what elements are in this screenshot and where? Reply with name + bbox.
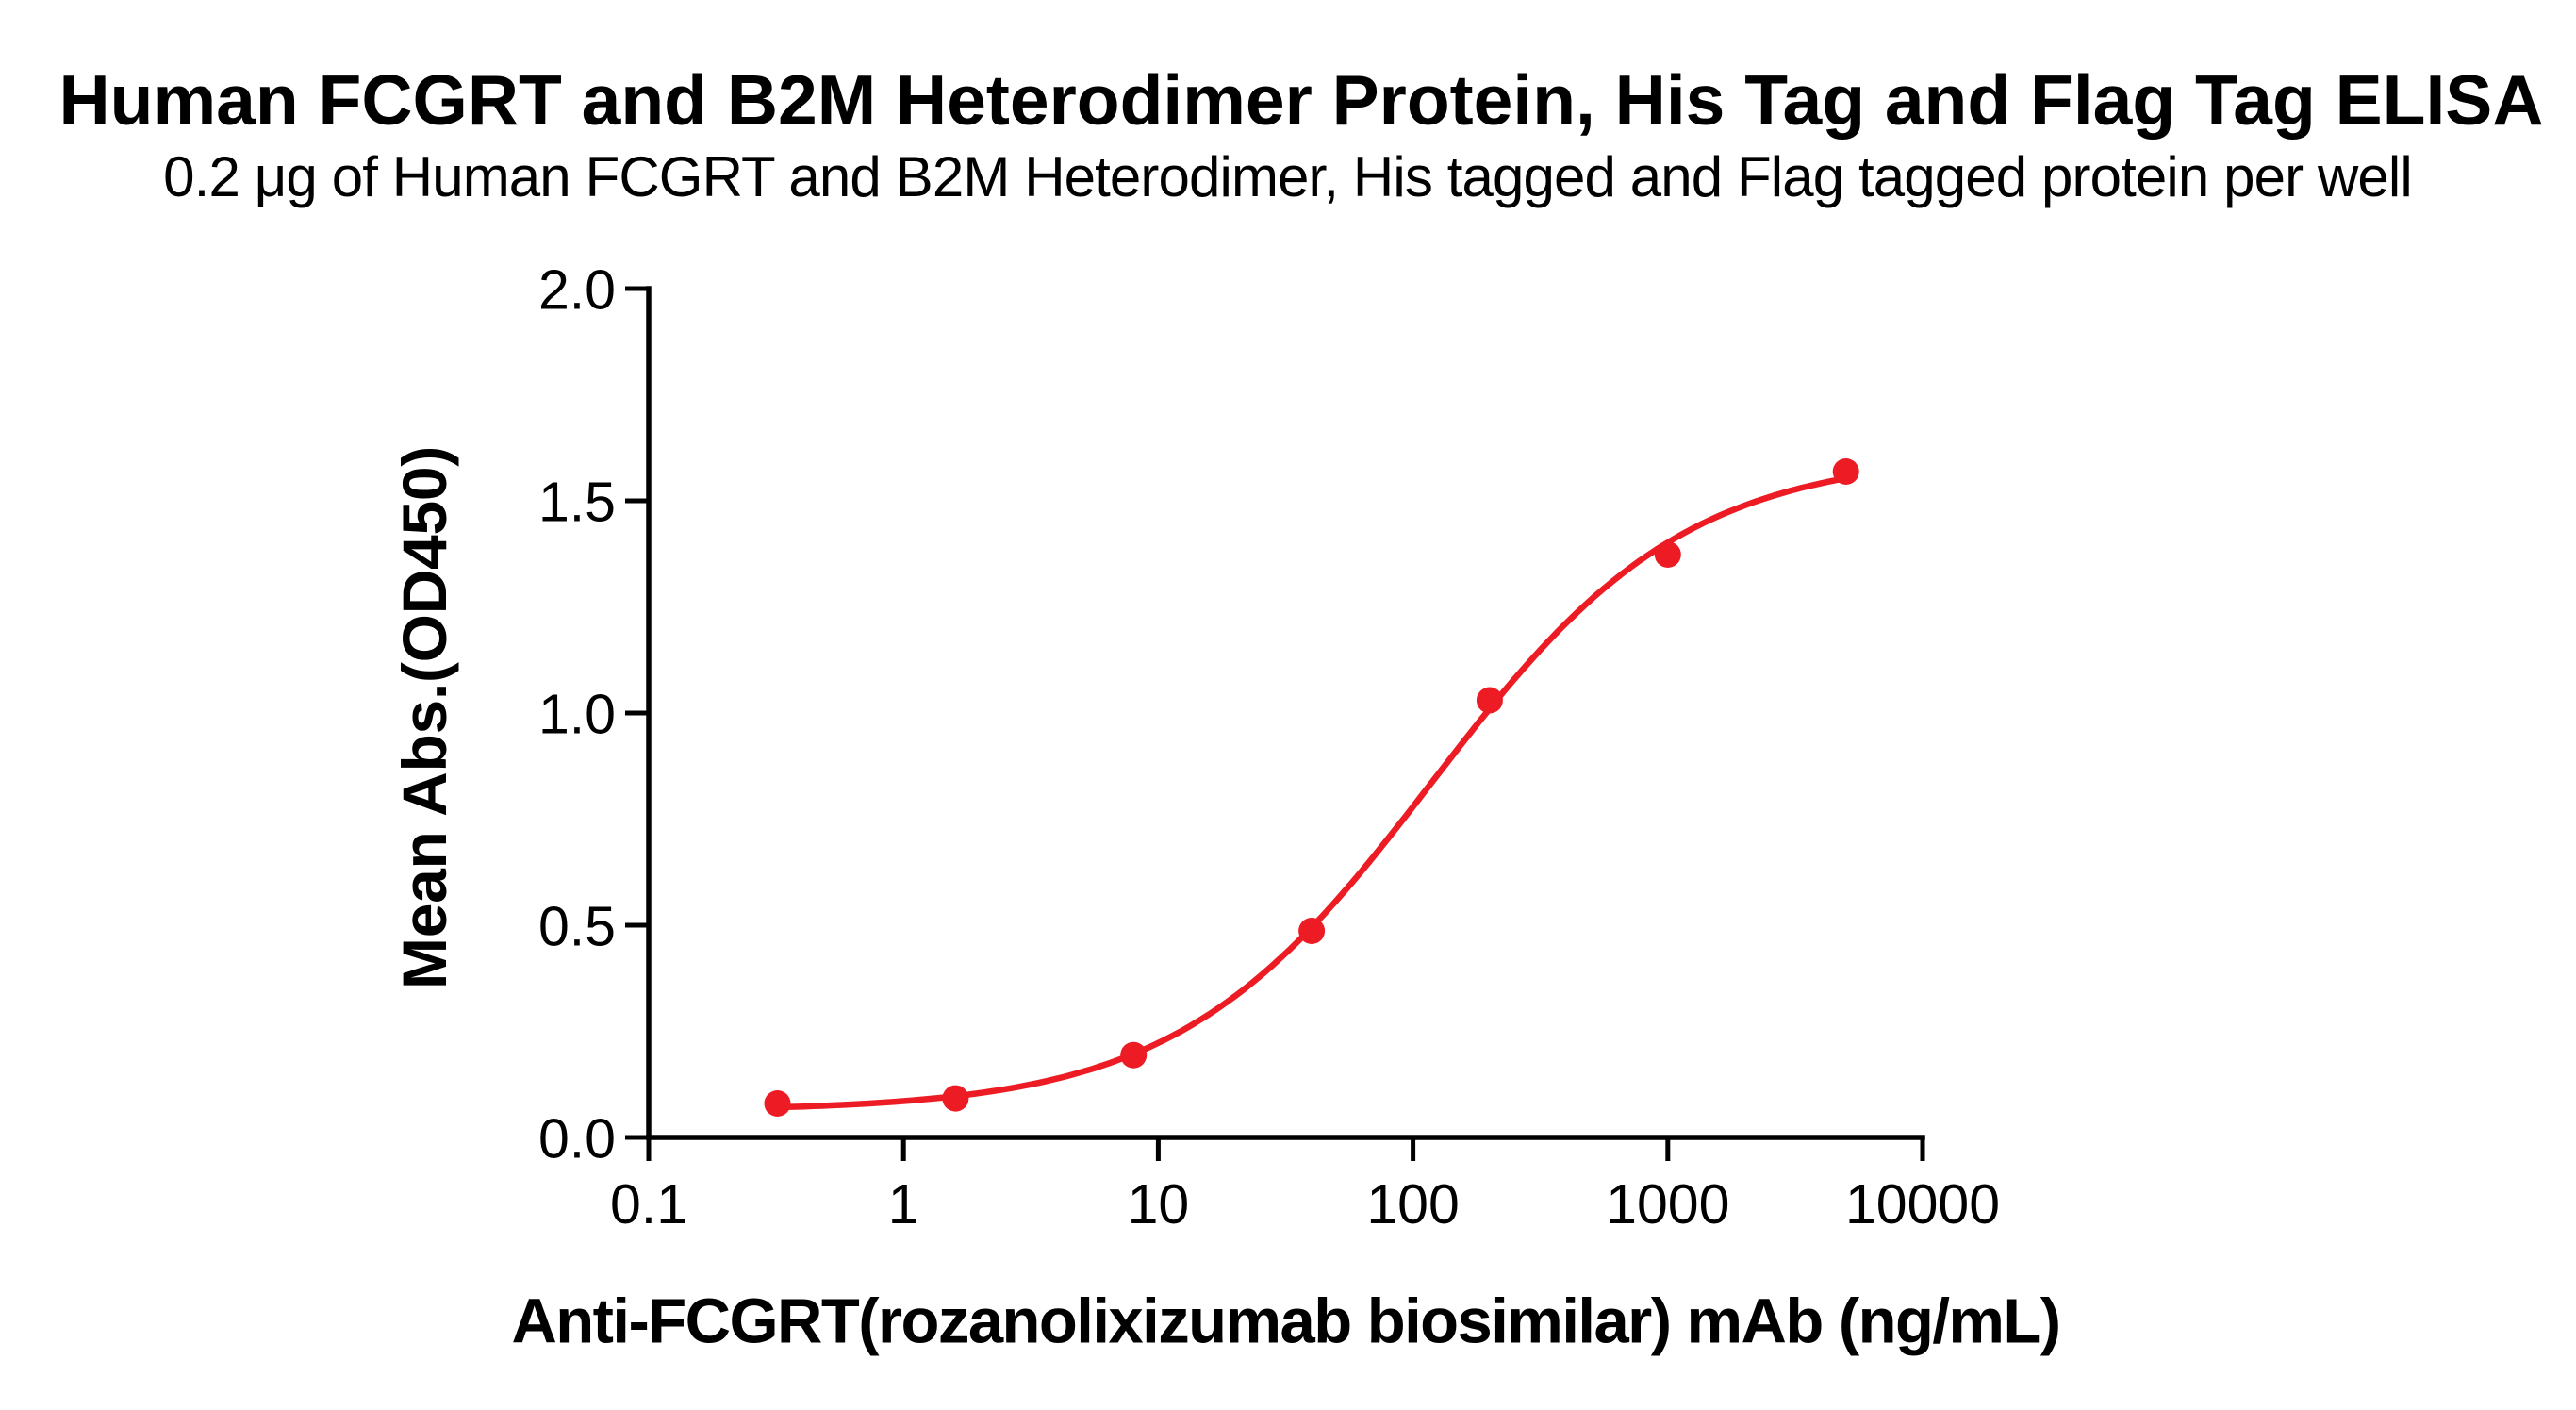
svg-text:Anti-FCGRT(rozanolixizumab bio: Anti-FCGRT(rozanolixizumab biosimilar) m…: [511, 1286, 2059, 1357]
svg-text:2.0: 2.0: [538, 259, 616, 322]
svg-text:1.0: 1.0: [538, 684, 616, 746]
svg-text:0.0: 0.0: [538, 1108, 616, 1170]
svg-text:0.1: 0.1: [610, 1173, 687, 1236]
svg-text:1000: 1000: [1606, 1173, 1729, 1236]
svg-text:0.5: 0.5: [538, 896, 616, 958]
svg-text:1.5: 1.5: [538, 472, 616, 534]
svg-text:10000: 10000: [1845, 1173, 2000, 1236]
svg-text:Mean Abs.(OD450): Mean Abs.(OD450): [389, 446, 459, 989]
svg-text:1: 1: [888, 1173, 919, 1236]
svg-text:Human FCGRT and B2M Heterodime: Human FCGRT and B2M Heterodimer Protein,…: [59, 60, 2544, 140]
svg-text:0.2 μg of Human FCGRT and B2M: 0.2 μg of Human FCGRT and B2M Heterodime…: [163, 145, 2412, 208]
svg-text:10: 10: [1128, 1173, 1190, 1236]
svg-text:100: 100: [1366, 1173, 1459, 1236]
